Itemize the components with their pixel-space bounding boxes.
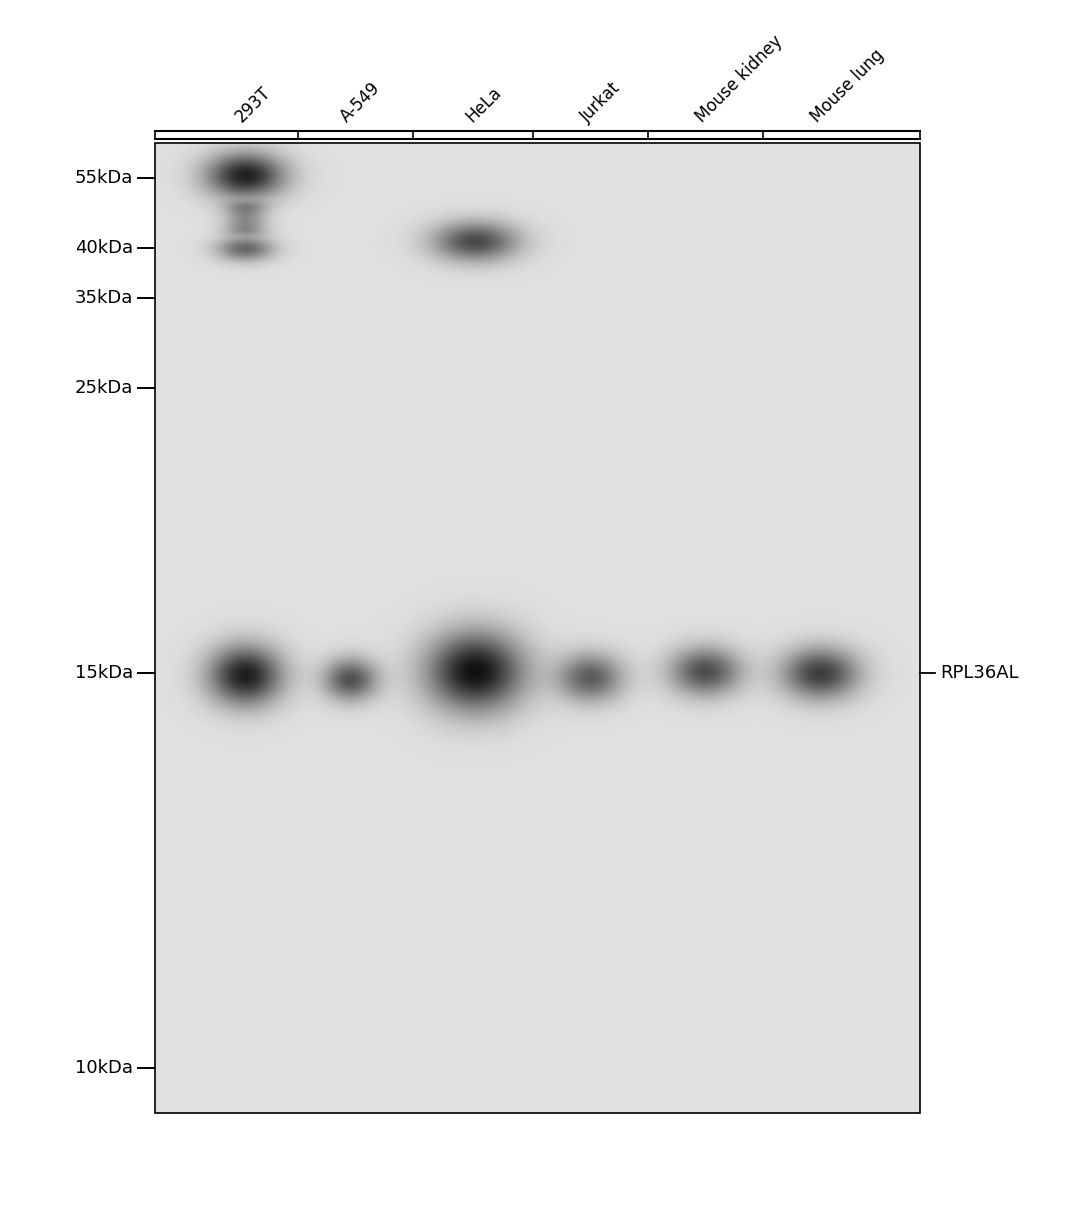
Text: HeLa: HeLa	[462, 83, 504, 126]
Text: 25kDa: 25kDa	[75, 379, 133, 397]
Text: Mouse lung: Mouse lung	[807, 45, 888, 126]
Text: 10kDa: 10kDa	[75, 1059, 133, 1077]
Text: RPL36AL: RPL36AL	[940, 664, 1018, 682]
Text: 15kDa: 15kDa	[75, 664, 133, 682]
Text: 55kDa: 55kDa	[75, 169, 133, 187]
Text: Mouse kidney: Mouse kidney	[692, 32, 786, 126]
Bar	[156, 143, 920, 1113]
Text: Jurkat: Jurkat	[578, 79, 624, 126]
Text: 293T: 293T	[232, 83, 274, 126]
Text: 40kDa: 40kDa	[75, 238, 133, 257]
Text: 35kDa: 35kDa	[75, 289, 133, 307]
Text: A-549: A-549	[337, 79, 384, 126]
